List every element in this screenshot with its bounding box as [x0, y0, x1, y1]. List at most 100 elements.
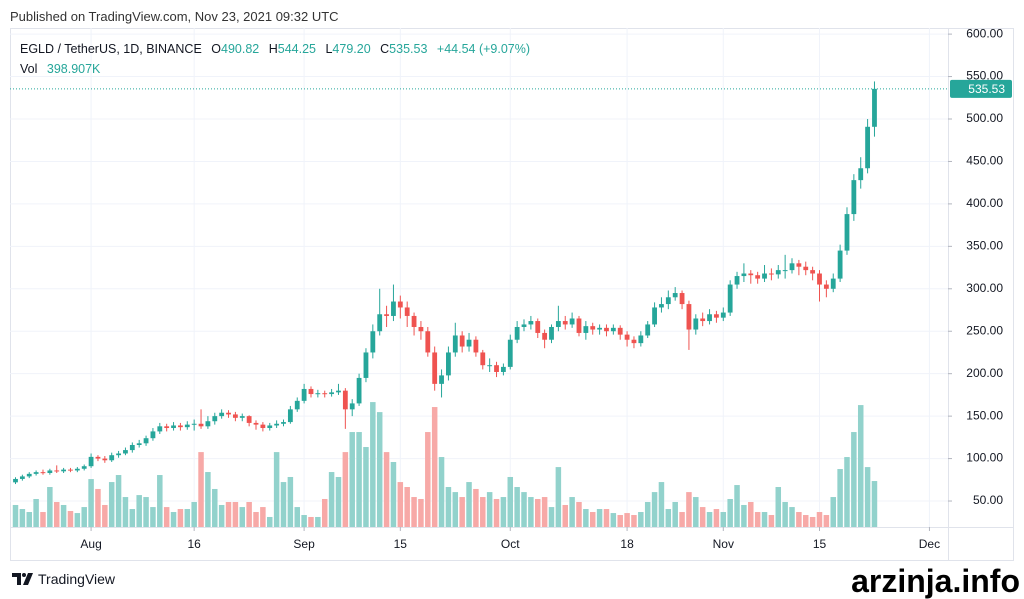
candle-body [768, 273, 774, 275]
candle-body [363, 352, 369, 378]
y-tick-label: 250.00 [966, 323, 1003, 337]
candle-body [610, 327, 616, 332]
volume-bar [102, 504, 108, 527]
candle-body [88, 456, 94, 467]
candle-body [356, 377, 362, 404]
volume-bar [191, 501, 197, 527]
candle-body [274, 423, 280, 426]
volume-bar [404, 487, 410, 527]
candle-body [720, 312, 726, 318]
volume-bar [81, 507, 87, 527]
candle-body [714, 314, 719, 318]
volume-bar [253, 512, 259, 527]
volume-bar [748, 501, 754, 527]
ohlc-key: C [380, 42, 390, 56]
published-note: Published on TradingView.com, Nov 23, 20… [10, 9, 339, 24]
legend-row: EGLD / TetherUS, 1D, BINANCE O490.82 H54… [20, 39, 530, 59]
volume-bar [260, 507, 266, 527]
volume-bar [830, 497, 836, 527]
volume-bar [500, 497, 507, 527]
candle-body [755, 275, 761, 279]
volume-bar [768, 515, 775, 527]
candle-body [473, 339, 479, 353]
x-tick-label: Sep [293, 537, 315, 551]
x-tick-label: Oct [501, 537, 520, 551]
candle-body [109, 455, 115, 461]
volume-bar [741, 504, 747, 527]
candle-body [590, 326, 596, 330]
candle-body [521, 324, 527, 327]
candle-body [294, 400, 300, 410]
candle-body [102, 458, 108, 461]
volume-bar [397, 482, 404, 527]
volume-bar [610, 513, 617, 527]
candle-body [377, 314, 383, 332]
volume-bar [761, 512, 768, 527]
candle-body [287, 409, 293, 423]
volume-bar [26, 512, 32, 527]
volume-bar [12, 504, 19, 527]
volume-bar [411, 497, 417, 527]
candle-body [439, 375, 444, 384]
volume-bar [851, 432, 857, 527]
volume-bar [301, 515, 307, 527]
candle-body [652, 307, 657, 325]
volume-bar [699, 507, 706, 527]
candle-body [178, 425, 183, 428]
volume-bar [225, 501, 232, 527]
volume-bar [342, 452, 349, 527]
candle-body [171, 425, 176, 429]
candle-body [370, 331, 376, 353]
candle-body [219, 412, 225, 417]
brand-logo [12, 573, 33, 585]
volume-bar [122, 497, 129, 527]
candle-body [830, 278, 836, 289]
volume-bar [308, 516, 314, 527]
y-tick-label: 100.00 [966, 451, 1003, 465]
candle-body [232, 414, 238, 418]
candle-body [47, 470, 53, 474]
legend: EGLD / TetherUS, 1D, BINANCE O490.82 H54… [20, 39, 530, 79]
candle-body [308, 388, 314, 395]
volume-bar [383, 452, 390, 527]
candle-body [803, 266, 809, 271]
candle-body [645, 324, 651, 336]
volume-bar [864, 467, 871, 527]
volume-bar [315, 516, 321, 527]
volume-bar [693, 497, 699, 527]
volume-bar [583, 509, 589, 527]
volume-bar [60, 504, 67, 527]
candle-body [81, 466, 87, 469]
candle-body [164, 426, 170, 429]
volume-bar [438, 457, 445, 527]
candle-body [205, 421, 211, 427]
volume-bar [418, 498, 424, 527]
candle-body [184, 424, 190, 428]
brand-name: TradingView [38, 571, 116, 587]
candle-body [686, 304, 692, 330]
volume-bar [376, 412, 383, 527]
candle-body [33, 472, 39, 474]
ohlc-value: 544.25 [277, 42, 316, 56]
volume-bar [459, 497, 465, 527]
volume-bar [150, 507, 156, 527]
symbol-title: EGLD / TetherUS, 1D, BINANCE [20, 42, 202, 56]
volume-bar [617, 515, 623, 527]
y-tick-label: 50.00 [973, 493, 1003, 507]
volume-bar [47, 487, 53, 527]
volume-bar [528, 497, 534, 527]
volume-bar [335, 476, 342, 527]
volume-bar [212, 488, 218, 527]
volume-bar [672, 501, 678, 527]
volume-bar [177, 509, 184, 527]
volume-bar [603, 509, 610, 527]
volume-bar [686, 492, 692, 527]
candle-body [665, 297, 671, 305]
candle-body [549, 326, 554, 340]
x-tick-label: Nov [713, 537, 734, 551]
ohlc-key: O [211, 42, 221, 56]
candle-body [748, 273, 754, 276]
volume-bar [775, 487, 782, 527]
ohlc-value: 479.20 [332, 42, 371, 56]
candle-body [844, 214, 850, 251]
